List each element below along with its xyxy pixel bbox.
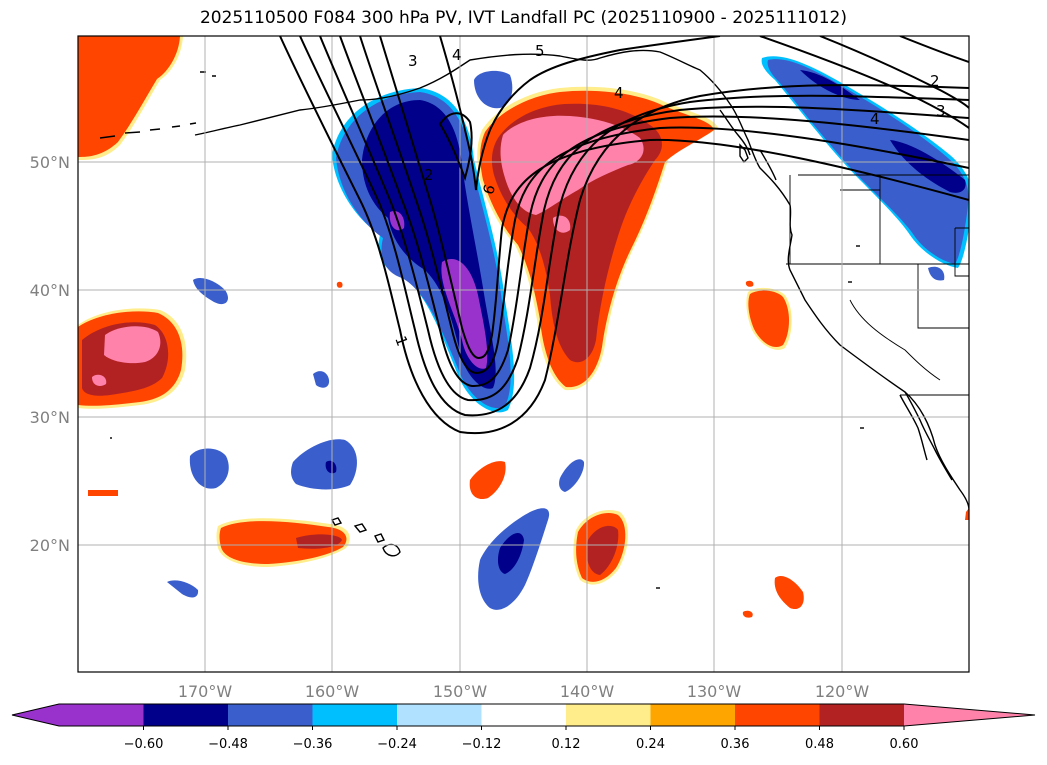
colorbar-tick-label: 0.12 — [552, 737, 581, 752]
lat-label: 30°N — [30, 408, 70, 427]
map-frame — [77, 35, 970, 673]
map-area: 1 2 3 4 5 6 4 2 3 4 — [78, 36, 969, 672]
colorbar-segment — [59, 704, 144, 726]
colorbar-tick-label: −0.48 — [208, 737, 248, 752]
colorbar-segment — [143, 704, 228, 726]
lon-label: 160°W — [305, 682, 360, 701]
colorbar-tick-label: 0.48 — [805, 737, 834, 752]
colorbar-segment — [312, 704, 397, 726]
lat-label: 20°N — [30, 536, 70, 555]
colorbar-tick-label: 0.24 — [636, 737, 665, 752]
contour-label: 2 — [424, 166, 434, 184]
positive-anomaly-shading — [78, 36, 969, 618]
lon-label: 140°W — [560, 682, 615, 701]
pv-contours — [279, 36, 969, 435]
contour-label: 3 — [408, 52, 418, 70]
colorbar-segment — [566, 704, 651, 726]
lon-label: 130°W — [687, 682, 742, 701]
colorbar-tick-label: 0.60 — [890, 737, 919, 752]
lon-label: 120°W — [815, 682, 870, 701]
colorbar-segment — [650, 704, 735, 726]
coastlines — [99, 49, 969, 589]
political-boundaries — [786, 174, 969, 396]
colorbar-extend-high — [904, 704, 1035, 726]
colorbar-tick-label: −0.60 — [124, 737, 164, 752]
colorbar-extend-low — [12, 704, 59, 726]
contour-label: 3 — [936, 102, 946, 120]
latitude-labels: 50°N 40°N 30°N 20°N — [30, 153, 70, 555]
colorbar-segment — [481, 704, 566, 726]
colorbar-tick-label: −0.24 — [377, 737, 417, 752]
contour-label: 5 — [535, 42, 545, 60]
colorbar-segment — [228, 704, 313, 726]
colorbar-tick-label: −0.12 — [462, 737, 502, 752]
lon-label: 170°W — [178, 682, 233, 701]
map-title: 2025110500 F084 300 hPa PV, IVT Landfall… — [199, 8, 847, 28]
contour-label: 4 — [452, 46, 462, 64]
lon-label: 150°W — [433, 682, 488, 701]
lat-label: 40°N — [30, 281, 70, 300]
contour-label: 4 — [614, 84, 624, 102]
colorbar-segment — [735, 704, 820, 726]
colorbar-tick-label: −0.36 — [293, 737, 333, 752]
colorbar: −0.60 −0.48 −0.36 −0.24 −0.12 0.12 0.24 … — [11, 703, 1036, 752]
colorbar-segment — [819, 704, 904, 726]
contour-label: 2 — [930, 72, 940, 90]
colorbar-tick-label: 0.36 — [721, 737, 750, 752]
contour-label: 4 — [870, 110, 880, 128]
lat-label: 50°N — [30, 153, 70, 172]
longitude-labels: 170°W 160°W 150°W 140°W 130°W 120°W — [178, 682, 870, 701]
colorbar-segment — [397, 704, 482, 726]
